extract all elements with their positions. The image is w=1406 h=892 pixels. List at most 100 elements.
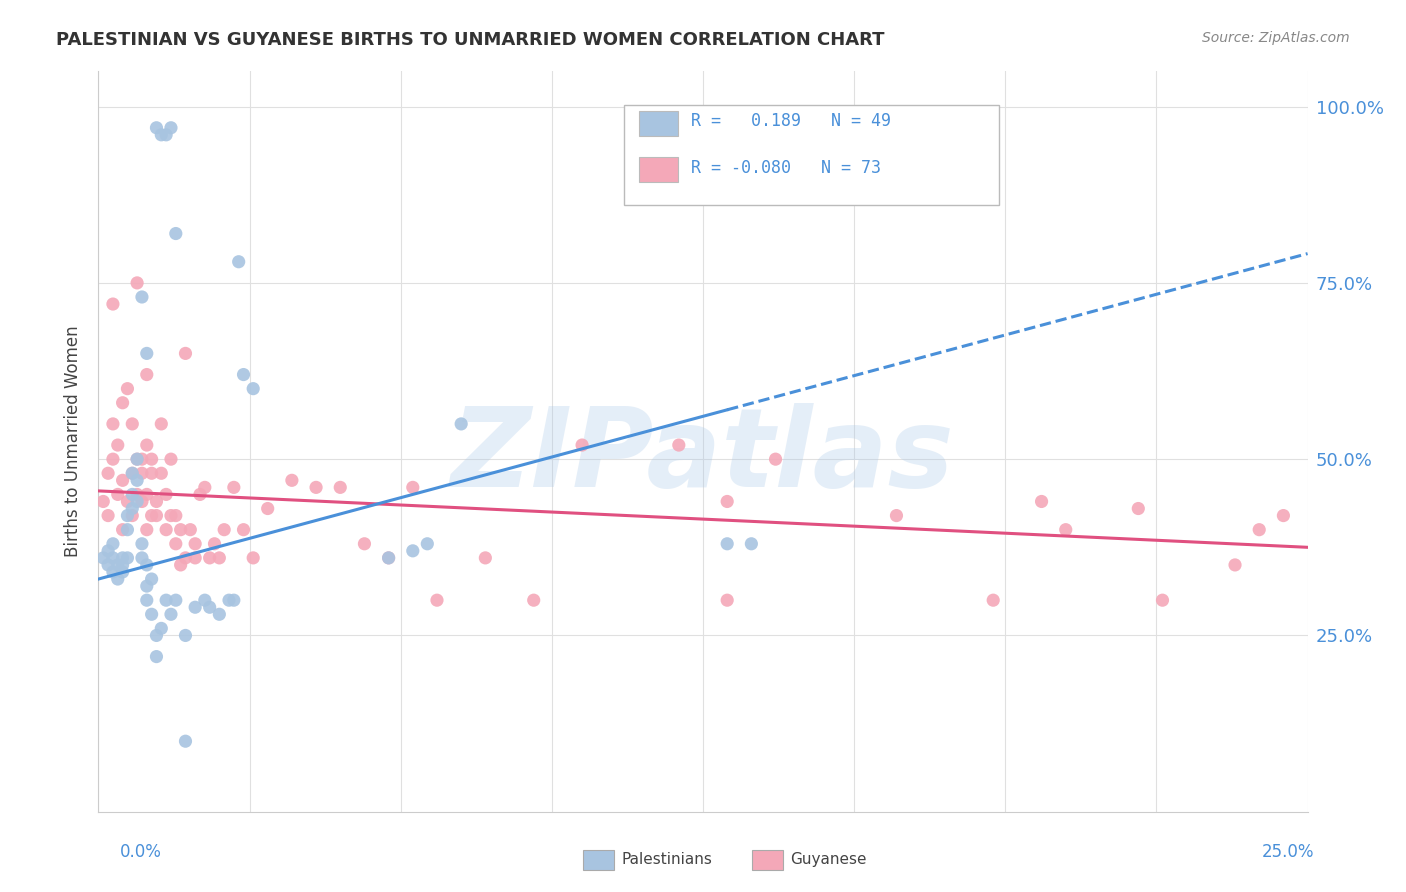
Point bbox=[402, 480, 425, 494]
Point bbox=[377, 550, 399, 565]
Text: R =   0.189   N = 49: R = 0.189 N = 49 bbox=[690, 112, 891, 130]
Text: Guyanese: Guyanese bbox=[790, 853, 866, 867]
Point bbox=[281, 473, 304, 487]
Point bbox=[160, 120, 183, 135]
Point bbox=[256, 501, 278, 516]
Point bbox=[426, 593, 449, 607]
Text: PALESTINIAN VS GUYANESE BIRTHS TO UNMARRIED WOMEN CORRELATION CHART: PALESTINIAN VS GUYANESE BIRTHS TO UNMARR… bbox=[56, 31, 884, 49]
Point bbox=[160, 452, 183, 467]
Point bbox=[135, 438, 157, 452]
Point bbox=[145, 628, 167, 642]
Point bbox=[101, 452, 124, 467]
Point bbox=[184, 550, 207, 565]
Point bbox=[1272, 508, 1295, 523]
Point bbox=[174, 734, 197, 748]
Point bbox=[97, 508, 120, 523]
Point bbox=[121, 501, 143, 516]
Point bbox=[97, 544, 120, 558]
Text: R = -0.080   N = 73: R = -0.080 N = 73 bbox=[690, 159, 882, 177]
Point bbox=[716, 494, 738, 508]
Point bbox=[117, 382, 139, 396]
Point bbox=[97, 467, 120, 481]
Point bbox=[111, 523, 134, 537]
Point bbox=[150, 128, 173, 142]
Point bbox=[131, 537, 153, 551]
Point bbox=[416, 537, 439, 551]
Point bbox=[174, 550, 197, 565]
Point bbox=[232, 523, 254, 537]
Point bbox=[155, 487, 177, 501]
Point bbox=[111, 550, 134, 565]
Point bbox=[188, 487, 211, 501]
Point bbox=[131, 494, 153, 508]
Text: 0.0%: 0.0% bbox=[120, 843, 162, 861]
Point bbox=[194, 480, 217, 494]
Point bbox=[101, 565, 124, 579]
Point bbox=[107, 572, 129, 586]
Point bbox=[150, 417, 173, 431]
Point bbox=[150, 621, 173, 635]
Point bbox=[165, 508, 187, 523]
Point bbox=[165, 593, 187, 607]
Point bbox=[886, 508, 908, 523]
Point bbox=[194, 593, 217, 607]
Point bbox=[111, 558, 134, 572]
Point bbox=[131, 550, 153, 565]
Point bbox=[377, 550, 399, 565]
Point bbox=[111, 473, 134, 487]
Point bbox=[135, 523, 157, 537]
Point bbox=[135, 558, 157, 572]
Point bbox=[169, 523, 191, 537]
Point bbox=[127, 452, 149, 467]
Point bbox=[117, 523, 139, 537]
Point bbox=[208, 607, 231, 622]
Point bbox=[107, 558, 129, 572]
Point bbox=[1152, 593, 1174, 607]
Point bbox=[981, 593, 1004, 607]
Point bbox=[1054, 523, 1077, 537]
Point bbox=[523, 593, 546, 607]
Point bbox=[145, 120, 167, 135]
Point bbox=[184, 600, 207, 615]
Point bbox=[127, 276, 149, 290]
Point bbox=[141, 467, 163, 481]
Point bbox=[145, 508, 167, 523]
Point bbox=[198, 550, 221, 565]
Point bbox=[242, 550, 264, 565]
Point bbox=[165, 537, 187, 551]
Point bbox=[135, 579, 157, 593]
Point bbox=[127, 473, 149, 487]
Text: ZIPatlas: ZIPatlas bbox=[451, 403, 955, 510]
Point bbox=[160, 607, 183, 622]
Point bbox=[450, 417, 472, 431]
Point bbox=[141, 452, 163, 467]
Point bbox=[101, 550, 124, 565]
Point bbox=[135, 593, 157, 607]
Point bbox=[101, 297, 124, 311]
Point bbox=[716, 593, 738, 607]
Point bbox=[353, 537, 375, 551]
Point bbox=[145, 649, 167, 664]
Point bbox=[179, 523, 201, 537]
Point bbox=[174, 346, 197, 360]
Point bbox=[121, 487, 143, 501]
Point bbox=[131, 452, 153, 467]
Point bbox=[131, 290, 153, 304]
Point bbox=[121, 508, 143, 523]
Point bbox=[135, 487, 157, 501]
Point bbox=[117, 508, 139, 523]
Point bbox=[117, 494, 139, 508]
FancyBboxPatch shape bbox=[624, 104, 1000, 204]
Point bbox=[305, 480, 328, 494]
Point bbox=[222, 480, 245, 494]
Point bbox=[131, 467, 153, 481]
Point bbox=[121, 467, 143, 481]
Point bbox=[127, 452, 149, 467]
Point bbox=[145, 494, 167, 508]
Point bbox=[135, 346, 157, 360]
Point bbox=[228, 254, 250, 268]
Point bbox=[571, 438, 593, 452]
Point bbox=[222, 593, 245, 607]
Point bbox=[141, 607, 163, 622]
Point bbox=[212, 523, 235, 537]
